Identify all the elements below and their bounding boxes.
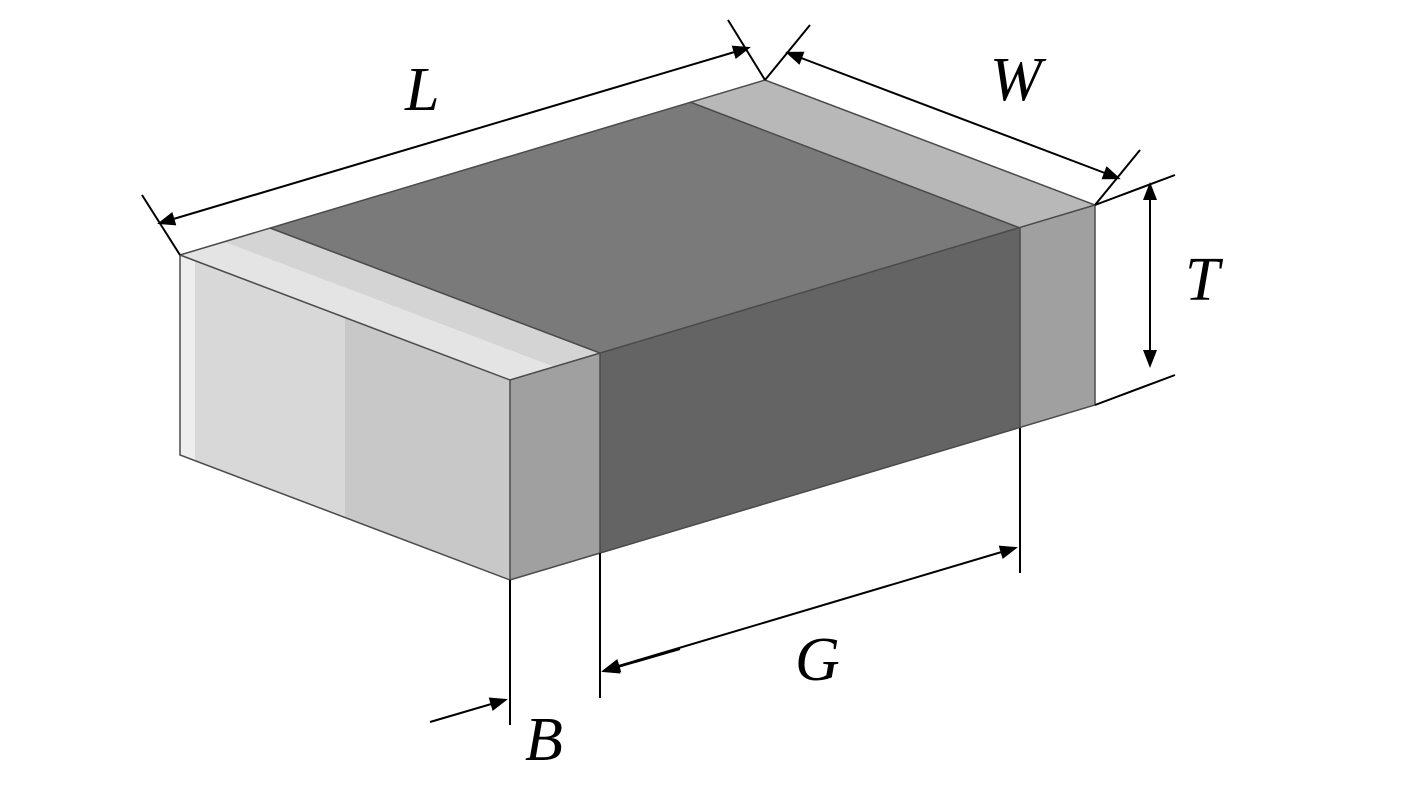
label-L: L — [404, 56, 439, 124]
terminal-left-side — [510, 353, 600, 580]
label-T: T — [1185, 246, 1224, 314]
label-W: W — [990, 46, 1047, 114]
dimension-T — [1095, 175, 1175, 405]
terminal-right-side — [1020, 205, 1095, 428]
terminal-left-edge-highlight — [180, 255, 195, 461]
dimension-B — [430, 553, 680, 725]
label-G: G — [795, 626, 840, 694]
label-B: B — [525, 706, 563, 774]
component-diagram: L W T G B — [0, 0, 1420, 798]
